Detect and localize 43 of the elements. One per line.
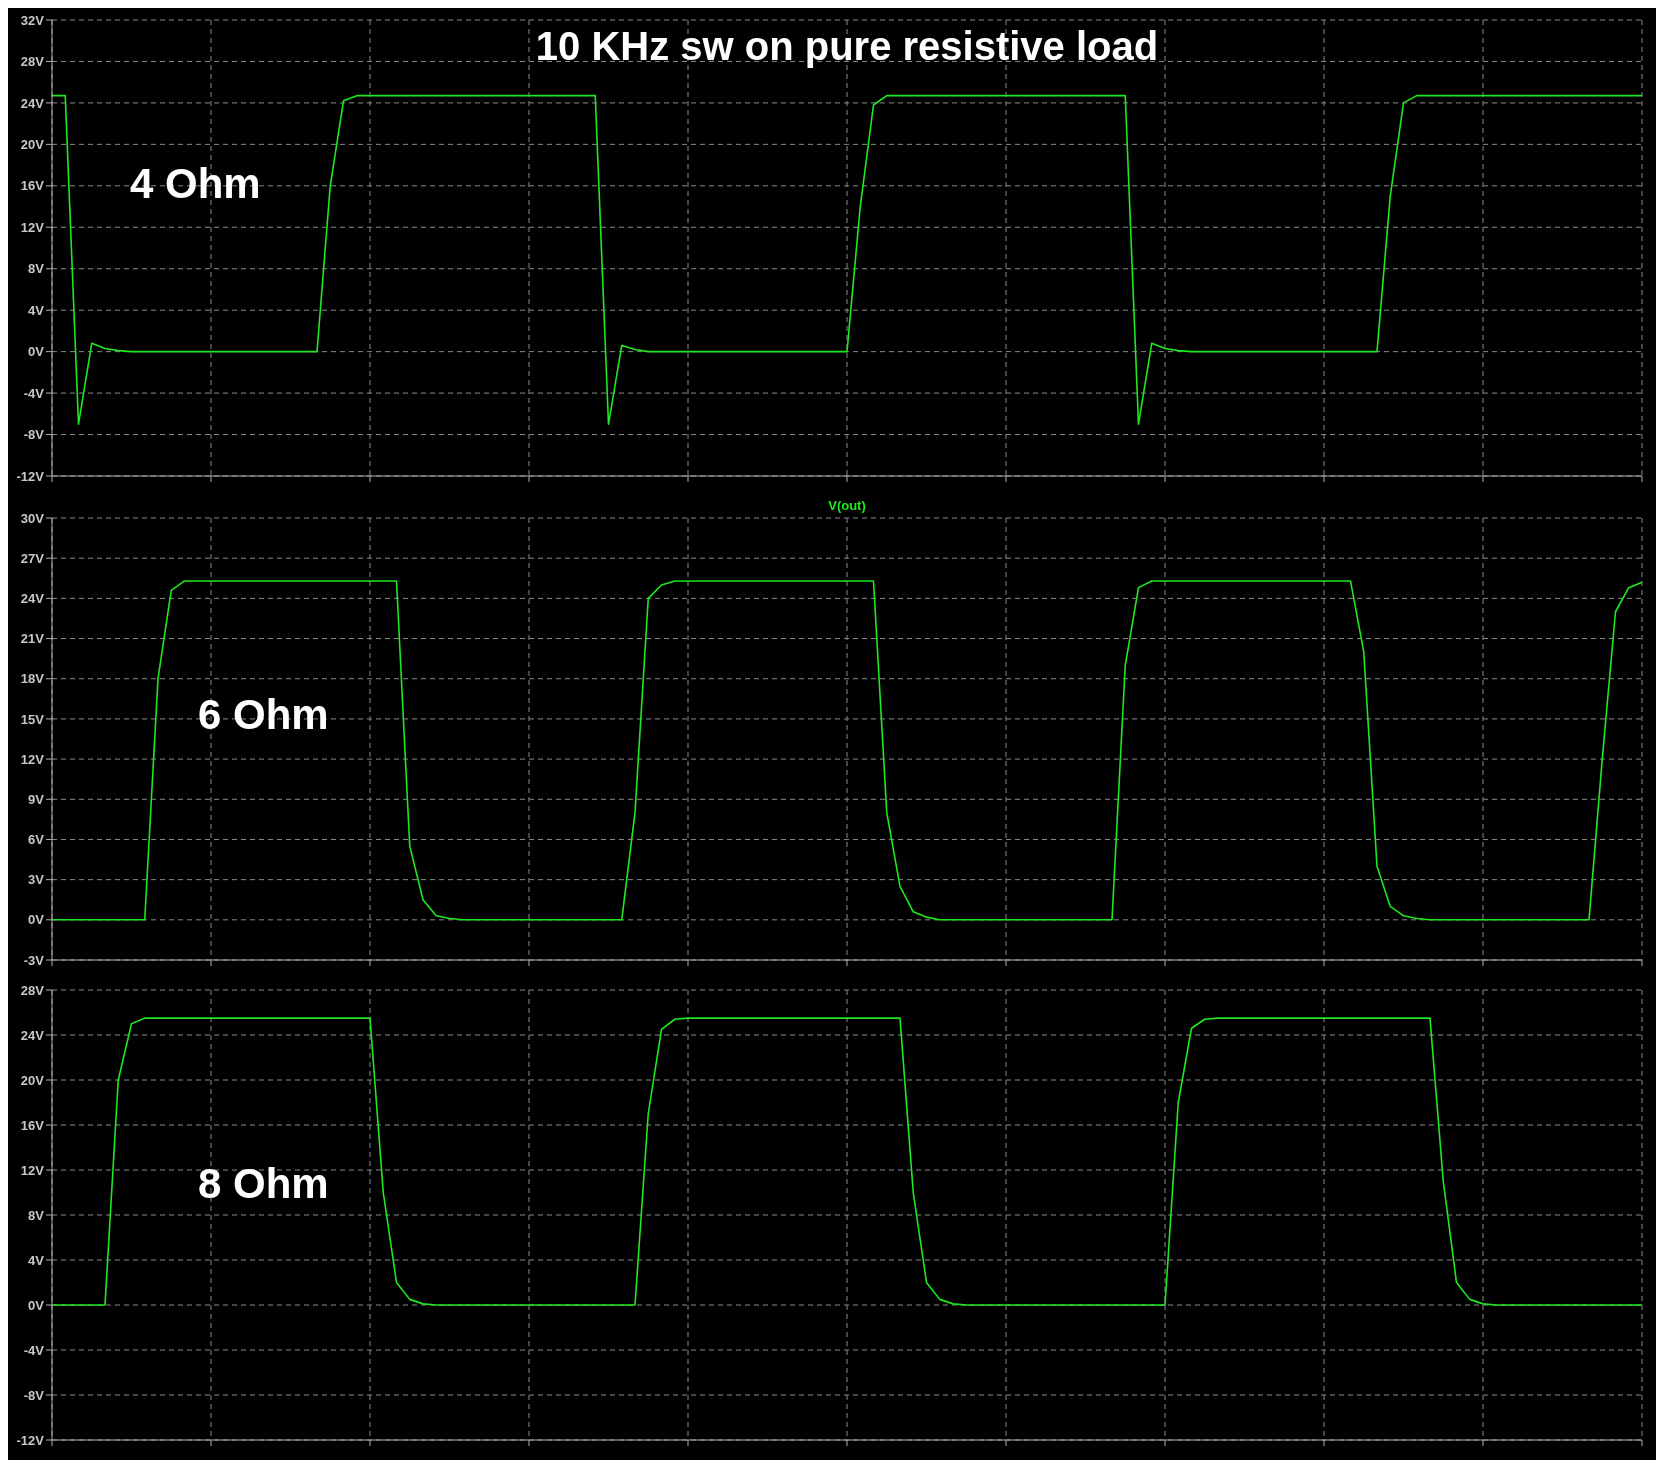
line-series [52, 94, 1642, 425]
y-tick-label: 24V [20, 1027, 45, 1043]
y-tick-label: 24V [20, 95, 45, 111]
annotation: 6 Ohm [198, 691, 329, 739]
y-tick-label: 0V [28, 344, 45, 360]
y-tick-label: 6V [28, 832, 45, 848]
y-tick-label: -4V [23, 1342, 45, 1358]
y-tick-label: 0V [28, 1297, 45, 1313]
y-tick-label: 24V [20, 590, 45, 606]
y-tick-label: 9V [28, 791, 45, 807]
y-tick-label: 12V [20, 751, 45, 767]
y-tick-label: 21V [20, 631, 45, 647]
y-tick-label: -4V [23, 385, 45, 401]
y-tick-label: 20V [20, 1072, 45, 1088]
y-tick-label: -8V [23, 1387, 45, 1403]
y-tick-label: 4V [28, 302, 45, 318]
line-series [52, 1017, 1642, 1306]
y-tick-label: 4V [28, 1252, 45, 1268]
annotation: 8 Ohm [198, 1160, 329, 1208]
y-tick-label: 32V [20, 12, 45, 28]
y-tick-label: -8V [23, 427, 45, 443]
y-tick-label: 12V [20, 1162, 45, 1178]
chart-title: 10 KHz sw on pure resistive load [534, 24, 1160, 69]
y-tick-label: 8V [28, 1207, 45, 1223]
y-tick-label: 8V [28, 261, 45, 277]
y-tick-label: 30V [20, 510, 45, 526]
y-tick-label: 15V [20, 711, 45, 727]
y-tick-label: 27V [20, 550, 45, 566]
y-tick-label: 18V [20, 671, 45, 687]
line-series [52, 580, 1642, 921]
y-tick-label: 16V [20, 178, 45, 194]
y-tick-label: 28V [20, 982, 45, 998]
y-tick-label: 16V [20, 1117, 45, 1133]
y-tick-label: 20V [20, 136, 45, 152]
y-tick-label: -12V [16, 1432, 45, 1448]
y-tick-label: 28V [20, 54, 45, 70]
y-tick-label: -3V [23, 952, 45, 968]
text: V(out) [828, 498, 866, 513]
y-tick-label: -12V [16, 468, 45, 484]
y-tick-label: 12V [20, 219, 45, 235]
y-tick-label: 0V [28, 912, 45, 928]
y-tick-label: 3V [28, 872, 45, 888]
annotation: 4 Ohm [130, 160, 261, 208]
